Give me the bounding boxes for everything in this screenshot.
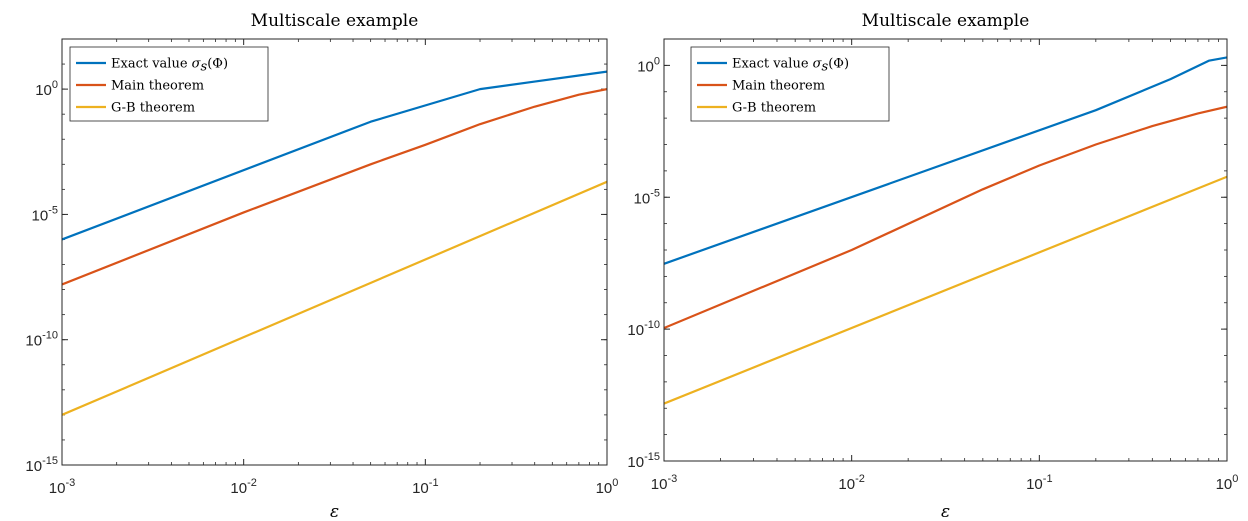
x-axis-label: ε (941, 502, 950, 521)
legend-label-2: Main theorem (732, 79, 825, 94)
x-tick-label: 10-2 (230, 477, 256, 497)
chart-title: Multiscale example (862, 11, 1030, 31)
x-tick-label: 10-2 (838, 473, 864, 493)
x-tick-label: 10-1 (412, 477, 438, 497)
axes-box (61, 38, 608, 466)
y-tick-label: 10-15 (25, 455, 58, 475)
legend: Exact value σs(Φ) Main theorem G-B theorem (69, 46, 269, 122)
chart-title: Multiscale example (251, 11, 419, 31)
series-line-2 (62, 88, 607, 286)
series-line-1 (664, 56, 1227, 265)
series-line-2 (664, 105, 1227, 330)
series-line-1 (62, 70, 607, 241)
x-axis-label: ε (330, 502, 339, 521)
x-tick-label: 100 (1216, 473, 1239, 493)
x-tick-label: 10-1 (1026, 473, 1052, 493)
y-tick-label: 10-5 (32, 204, 58, 224)
x-tick-label: 100 (596, 477, 619, 497)
legend-label-1: Exact value σs(Φ) (111, 57, 228, 75)
chart-panel-left: 10-3 10-2 10-1 100 10-15 10-10 10-5 100 Multisca… (25, 11, 618, 521)
legend: Exact value σs(Φ) Main theorem G-B theorem (690, 46, 890, 122)
series-line-3 (62, 180, 607, 416)
chart-panel-right: 10-3 10-2 10-1 100 10-15 10-10 10-5 100 Multisca… (627, 11, 1238, 521)
y-tick-label: 100 (35, 79, 58, 99)
axes-box (663, 38, 1228, 462)
y-tick-label: 10-10 (627, 319, 660, 339)
y-tick-label: 10-15 (627, 451, 660, 471)
legend-label-1: Exact value σs(Φ) (732, 57, 849, 75)
y-tick-label: 10-10 (25, 330, 58, 350)
x-tick-label: 10-3 (49, 477, 75, 497)
legend-label-3: G-B theorem (111, 101, 195, 116)
y-tick-label: 10-5 (634, 187, 660, 207)
y-tick-label: 100 (637, 55, 660, 75)
legend-label-2: Main theorem (111, 79, 204, 94)
series-line-3 (664, 175, 1227, 405)
x-tick-label: 10-3 (651, 473, 677, 493)
legend-label-3: G-B theorem (732, 101, 816, 116)
